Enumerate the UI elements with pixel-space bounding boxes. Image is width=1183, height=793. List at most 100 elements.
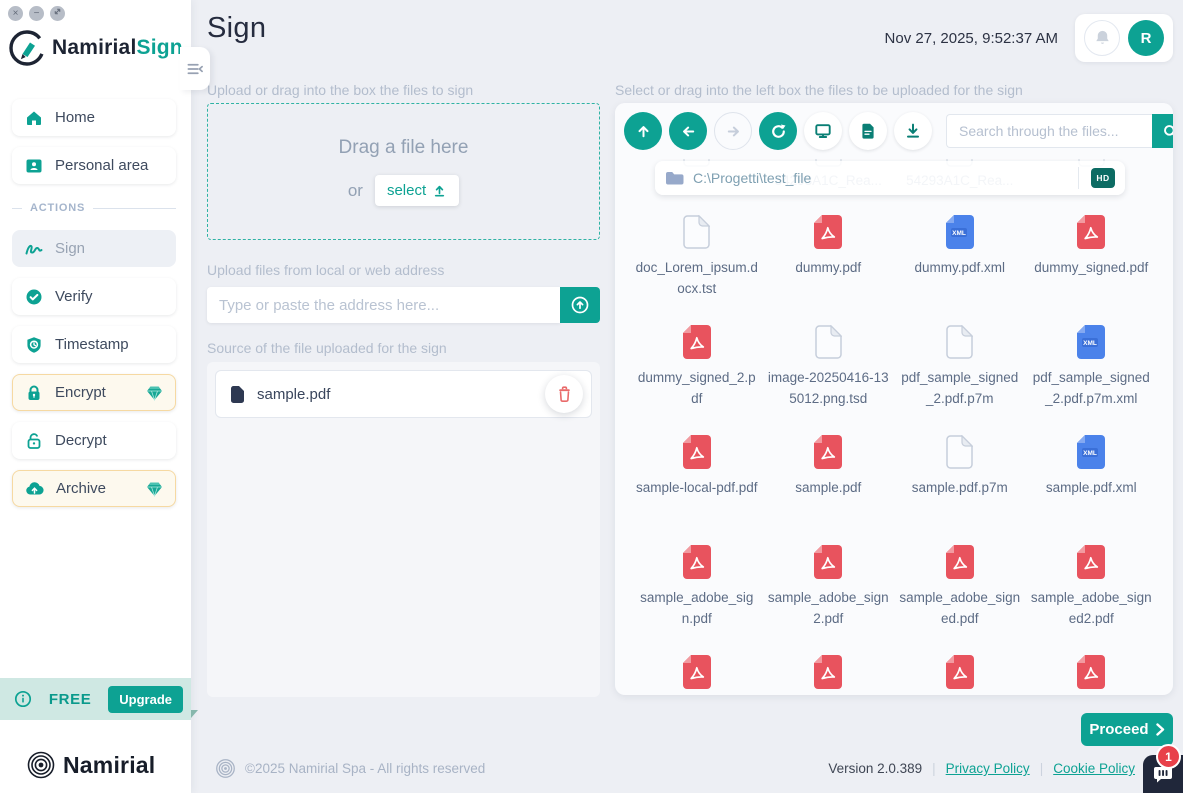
preview-monitor-button[interactable] [804,112,842,150]
info-icon[interactable] [14,690,32,708]
address-upload-button[interactable] [560,287,600,323]
file-item[interactable]: dummy_signed_2.pdf [631,313,763,423]
file-search-button[interactable] [1152,114,1173,148]
avatar[interactable]: R [1128,20,1164,56]
generic-file-icon [683,215,711,249]
window-controls: × − [8,6,65,21]
file-item[interactable]: sample.pdf.p7m [894,423,1026,533]
sidebar-item-label: Decrypt [55,432,107,449]
plan-banner-fold [191,710,198,718]
file-item[interactable]: XML sample.pdf.xml [1026,423,1158,533]
file-item[interactable]: pdf_sample_signed_2.pdf.p7m [894,313,1026,423]
download-icon [907,123,919,138]
sidebar-item-home[interactable]: Home [12,99,176,136]
drive-selector-badge[interactable]: HD [1091,168,1115,188]
file-item[interactable]: doc_Lorem_ipsum.docx.tst [631,203,763,313]
circle-up-arrow-icon [571,296,589,314]
up-directory-button[interactable] [624,112,662,150]
app-logo: NamirialSign [8,29,183,67]
file-name: doc_Lorem_ipsum.docx.tst [635,260,758,296]
document-view-button[interactable] [849,112,887,150]
id-card-icon [26,159,42,172]
file-item[interactable]: sample_adobe_sign2.pdf [763,533,895,643]
sidebar-item-personal-area[interactable]: Personal area [12,147,176,184]
file-item[interactable]: XML dummy.pdf.xml [894,203,1026,313]
file-dropzone[interactable]: Drag a file here or select [207,103,600,240]
pdf-file-icon [682,435,711,469]
close-window-button[interactable]: × [8,6,23,21]
pdf-file-icon [682,655,711,689]
file-item[interactable]: sample.pdf [763,423,895,533]
unlock-icon [27,432,41,449]
badge-check-icon [26,289,42,304]
notifications-button[interactable] [1084,20,1120,56]
svg-text:XML: XML [1083,450,1097,457]
document-icon [862,123,874,139]
file-item[interactable] [631,643,763,695]
upgrade-button[interactable]: Upgrade [108,685,183,713]
address-input[interactable] [207,287,560,323]
file-item[interactable] [763,643,895,695]
home-icon [27,111,41,125]
refresh-button[interactable] [759,112,797,150]
minimize-window-button[interactable]: − [29,6,44,21]
premium-gem-icon [147,482,162,497]
collapse-sidebar-button[interactable] [180,47,210,90]
file-item[interactable]: dummy_signed.pdf [1026,203,1158,313]
actions-section-label: ACTIONS [30,202,86,214]
uploaded-file-row: sample.pdf [215,370,592,418]
current-datetime: Nov 27, 2025, 9:52:37 AM [884,30,1058,47]
file-search-input[interactable] [946,114,1152,148]
sidebar: × − NamirialSign Home [0,0,191,793]
file-item[interactable]: sample-local-pdf.pdf [631,423,763,533]
remove-file-button[interactable] [545,375,583,413]
file-item[interactable]: image-20250416-135012.png.tsd [763,313,895,423]
file-item[interactable]: dummy.pdf [763,203,895,313]
file-name: pdf_sample_signed_2.pdf.p7m [901,370,1019,406]
chat-icon [1154,766,1172,782]
sidebar-item-timestamp[interactable]: Timestamp [12,326,176,363]
cookie-policy-link[interactable]: Cookie Policy [1053,761,1135,776]
file-name: sample.pdf.xml [1045,480,1137,495]
footer-divider: | [1039,761,1044,776]
uploaded-files-panel: sample.pdf [207,362,600,697]
file-name: dummy.pdf.xml [914,260,1006,275]
pdf-file-icon [682,325,711,359]
file-name: dummy_signed_2.pdf [637,370,756,406]
file-item[interactable]: XML pdf_sample_signed_2.pdf.p7m.xml [1026,313,1158,423]
resize-window-button[interactable] [50,6,65,21]
file-item[interactable]: sample_adobe_signed.pdf [894,533,1026,643]
source-files-label: Source of the file uploaded for the sign [207,340,447,356]
proceed-button[interactable]: Proceed [1081,713,1173,746]
sidebar-item-archive[interactable]: Archive [12,470,176,507]
forward-button[interactable] [714,112,752,150]
sidebar-item-label: Home [55,109,96,126]
back-button[interactable] [669,112,707,150]
pdf-file-icon [814,215,843,249]
file-item[interactable] [1026,643,1158,695]
support-chat-widget[interactable]: 1 [1143,744,1183,793]
sidebar-item-verify[interactable]: Verify [12,278,176,315]
sidebar-item-encrypt[interactable]: Encrypt [12,374,176,411]
file-item[interactable]: sample_adobe_signed2.pdf [1026,533,1158,643]
sidebar-item-decrypt[interactable]: Decrypt [12,422,176,459]
resize-icon [54,8,61,15]
generic-file-icon [946,435,974,469]
download-button[interactable] [894,112,932,150]
file-name: sample_adobe_sign2.pdf [767,590,889,626]
select-file-label: select [386,182,427,199]
namirial-rings-icon [216,759,235,778]
lock-icon [28,385,40,400]
namirial-rings-icon [27,751,55,779]
select-file-button[interactable]: select [374,175,460,206]
privacy-policy-link[interactable]: Privacy Policy [945,761,1030,776]
file-name: sample_adobe_signed2.pdf [1030,590,1152,626]
file-item[interactable] [894,643,1026,695]
file-item[interactable]: sample_adobe_sign.pdf [631,533,763,643]
file-search [946,114,1173,148]
current-path[interactable]: C:\Progetti\test_file [693,170,812,186]
svg-text:XML: XML [1083,340,1097,347]
sidebar-item-sign[interactable]: Sign [12,230,176,267]
pdf-file-icon [1077,545,1106,579]
